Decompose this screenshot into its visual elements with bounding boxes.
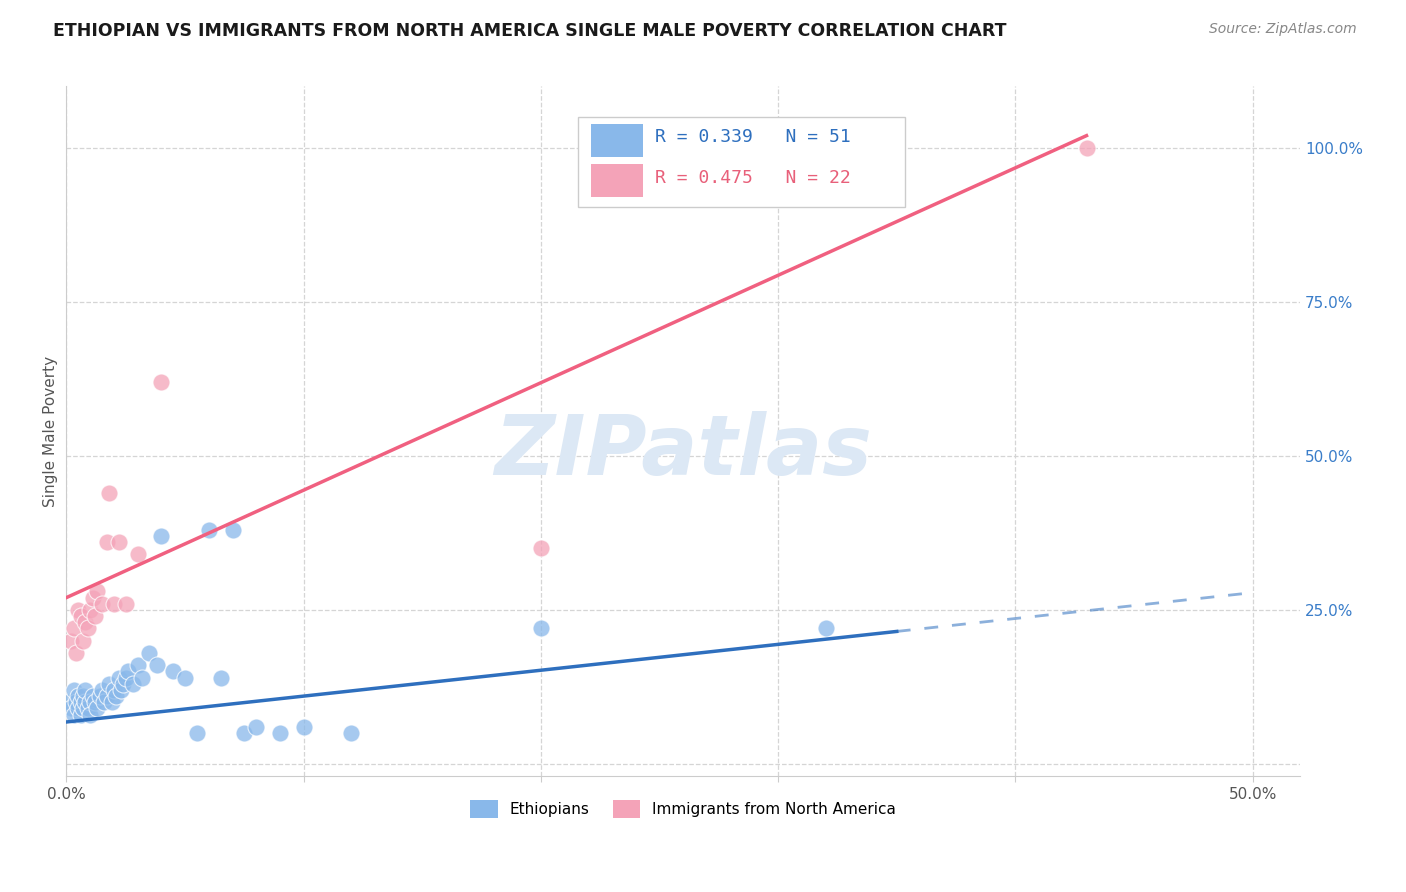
Point <box>67 689 90 703</box>
Point <box>127 548 149 562</box>
Point <box>814 621 837 635</box>
Point <box>105 689 128 703</box>
Point <box>103 597 125 611</box>
Point <box>75 682 97 697</box>
Point <box>65 646 87 660</box>
Point <box>86 701 108 715</box>
Point <box>122 677 145 691</box>
Text: R = 0.339   N = 51: R = 0.339 N = 51 <box>655 128 851 146</box>
Point <box>131 671 153 685</box>
Point <box>60 701 83 715</box>
Point <box>62 621 84 635</box>
Point <box>82 689 104 703</box>
Point <box>174 671 197 685</box>
Point <box>114 671 136 685</box>
Point <box>72 689 94 703</box>
Point <box>127 658 149 673</box>
Point <box>269 726 291 740</box>
Point <box>75 615 97 630</box>
Point <box>69 707 91 722</box>
Point <box>340 726 363 740</box>
Point <box>112 677 135 691</box>
Y-axis label: Single Male Poverty: Single Male Poverty <box>44 356 58 507</box>
Point <box>114 597 136 611</box>
Point <box>65 695 87 709</box>
Point <box>162 665 184 679</box>
Point <box>67 603 90 617</box>
Point <box>233 726 256 740</box>
Point <box>197 523 219 537</box>
Point <box>62 707 84 722</box>
Point <box>91 682 114 697</box>
Point <box>150 375 173 389</box>
Point <box>186 726 208 740</box>
Point <box>100 695 122 709</box>
Point <box>209 671 232 685</box>
Point <box>82 591 104 605</box>
Point <box>58 695 80 709</box>
Point <box>245 720 267 734</box>
Point <box>107 671 129 685</box>
Point <box>103 682 125 697</box>
FancyBboxPatch shape <box>591 124 643 157</box>
Point <box>530 541 553 556</box>
Point <box>107 535 129 549</box>
Point <box>138 646 160 660</box>
Point <box>72 701 94 715</box>
Point <box>98 486 121 500</box>
Point <box>117 665 139 679</box>
Point <box>76 621 98 635</box>
Point <box>60 633 83 648</box>
Point <box>76 701 98 715</box>
FancyBboxPatch shape <box>578 118 905 207</box>
Point <box>145 658 167 673</box>
Point <box>79 707 101 722</box>
Point <box>292 720 315 734</box>
Point <box>96 535 118 549</box>
FancyBboxPatch shape <box>591 163 643 197</box>
Point <box>79 695 101 709</box>
Point <box>67 701 90 715</box>
Point <box>69 695 91 709</box>
Point <box>84 695 107 709</box>
Point <box>530 621 553 635</box>
Text: R = 0.475   N = 22: R = 0.475 N = 22 <box>655 169 851 187</box>
Text: ETHIOPIAN VS IMMIGRANTS FROM NORTH AMERICA SINGLE MALE POVERTY CORRELATION CHART: ETHIOPIAN VS IMMIGRANTS FROM NORTH AMERI… <box>53 22 1007 40</box>
Point <box>93 695 115 709</box>
Text: ZIPatlas: ZIPatlas <box>495 411 872 492</box>
Point <box>62 682 84 697</box>
Point <box>79 603 101 617</box>
Point <box>221 523 243 537</box>
Point <box>1076 141 1098 155</box>
Point <box>96 689 118 703</box>
Point <box>110 682 132 697</box>
Point <box>84 609 107 624</box>
Point <box>72 633 94 648</box>
Point <box>150 529 173 543</box>
Text: Source: ZipAtlas.com: Source: ZipAtlas.com <box>1209 22 1357 37</box>
Legend: Ethiopians, Immigrants from North America: Ethiopians, Immigrants from North Americ… <box>464 794 903 823</box>
Point <box>89 689 111 703</box>
Point <box>98 677 121 691</box>
Point <box>91 597 114 611</box>
Point <box>75 695 97 709</box>
Point <box>86 584 108 599</box>
Point <box>69 609 91 624</box>
